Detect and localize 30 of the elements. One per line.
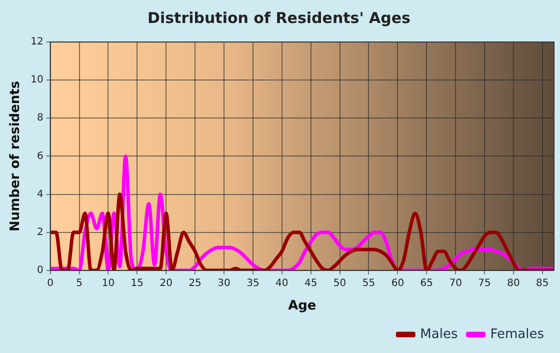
x-tick-label: 70 bbox=[449, 278, 462, 289]
x-tick-label: 45 bbox=[304, 278, 318, 289]
x-tick-label: 15 bbox=[130, 278, 144, 289]
y-tick-label: 4 bbox=[36, 188, 44, 200]
x-tick-label: 20 bbox=[160, 278, 172, 289]
x-tick-label: 65 bbox=[420, 278, 433, 289]
x-tick-label: 5 bbox=[76, 278, 82, 289]
x-tick-label: 10 bbox=[102, 278, 115, 289]
y-tick-label: 0 bbox=[36, 264, 44, 276]
x-tick-label: 75 bbox=[478, 278, 491, 289]
y-tick-label: 6 bbox=[36, 150, 44, 162]
x-tick-label: 85 bbox=[536, 278, 549, 289]
x-tick-label: 80 bbox=[507, 278, 520, 289]
y-tick-label: 12 bbox=[30, 36, 44, 48]
y-tick-label: 2 bbox=[36, 226, 44, 238]
y-tick-label: 8 bbox=[36, 112, 44, 124]
x-tick-label: 30 bbox=[218, 278, 230, 289]
legend-label: Females bbox=[490, 326, 544, 342]
x-tick-label: 55 bbox=[362, 278, 376, 289]
legend-label: Males bbox=[420, 326, 458, 342]
chart-title: Distribution of Residents' Ages bbox=[148, 8, 411, 27]
x-tick-label: 50 bbox=[333, 278, 346, 289]
y-axis-title: Number of residents bbox=[8, 80, 24, 232]
x-tick-label: 40 bbox=[276, 278, 288, 289]
x-tick-label: 25 bbox=[188, 278, 202, 289]
x-tick-label: 60 bbox=[391, 278, 404, 289]
y-tick-label: 10 bbox=[30, 74, 44, 86]
x-tick-label: 35 bbox=[246, 278, 260, 289]
x-tick-label: 0 bbox=[47, 278, 54, 289]
x-axis-title: Age bbox=[288, 298, 316, 314]
